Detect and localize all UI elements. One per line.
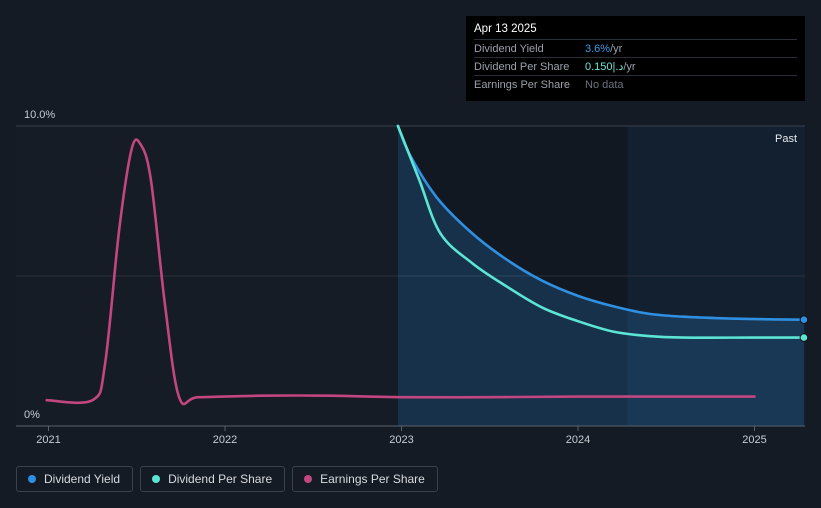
legend-item-dividend-yield[interactable]: Dividend Yield xyxy=(16,466,134,492)
tooltip-label: Dividend Yield xyxy=(474,42,544,55)
axis-labels: 2021 2022 2023 2024 2025 10.0% 0% Past xyxy=(24,109,797,446)
legend-item-earnings-per-share[interactable]: Earnings Per Share xyxy=(292,466,438,492)
x-tick-label: 2023 xyxy=(389,434,413,446)
tooltip-panel: Apr 13 2025 Dividend Yield 3.6% /yr Divi… xyxy=(466,16,805,101)
series-line-dividend-yield xyxy=(396,124,806,321)
tooltip-unit: /yr xyxy=(610,42,623,55)
gridlines xyxy=(16,125,805,277)
past-label: Past xyxy=(775,133,797,145)
series-end-marker xyxy=(799,315,809,325)
tooltip-value: No data xyxy=(585,78,624,91)
x-tick-label: 2022 xyxy=(213,434,237,446)
legend-dot-icon xyxy=(152,475,161,483)
series-line-earnings-per-share xyxy=(45,138,756,406)
legend-dot-icon xyxy=(28,475,36,483)
x-axis xyxy=(16,425,805,431)
tooltip-value: 3.6% xyxy=(585,42,611,55)
tooltip-row-dividend-per-share: Dividend Per Share 0.150|.د /yr xyxy=(474,57,797,75)
legend-label: Earnings Per Share xyxy=(320,472,425,486)
legend-item-dividend-per-share[interactable]: Dividend Per Share xyxy=(140,466,286,492)
x-tick-label: 2024 xyxy=(566,434,590,446)
series-area-dividend-yield xyxy=(397,126,804,426)
tooltip-row-earnings-per-share: Earnings Per Share No data xyxy=(474,75,797,93)
y-tick-label-bottom: 0% xyxy=(24,409,40,421)
x-tick-label: 2025 xyxy=(742,434,766,446)
tooltip-label: Earnings Per Share xyxy=(474,78,570,91)
tooltip-date: Apr 13 2025 xyxy=(474,23,537,35)
tooltip-unit: /yr xyxy=(623,60,636,73)
y-tick-label-top: 10.0% xyxy=(24,109,55,121)
series-end-marker xyxy=(799,333,809,342)
legend-dot-icon xyxy=(304,475,313,483)
legend-label: Dividend Per Share xyxy=(168,472,273,486)
series-layer xyxy=(45,124,809,426)
legend-label: Dividend Yield xyxy=(44,472,121,486)
tooltip-row-dividend-yield: Dividend Yield 3.6% /yr xyxy=(474,39,797,57)
legend: Dividend Yield Dividend Per Share Earnin… xyxy=(16,466,438,492)
tooltip-value: 0.150|.د xyxy=(585,61,624,73)
series-line-dividend-per-share xyxy=(396,124,806,339)
tooltip-label: Dividend Per Share xyxy=(474,60,570,73)
x-tick-label: 2021 xyxy=(36,434,60,446)
